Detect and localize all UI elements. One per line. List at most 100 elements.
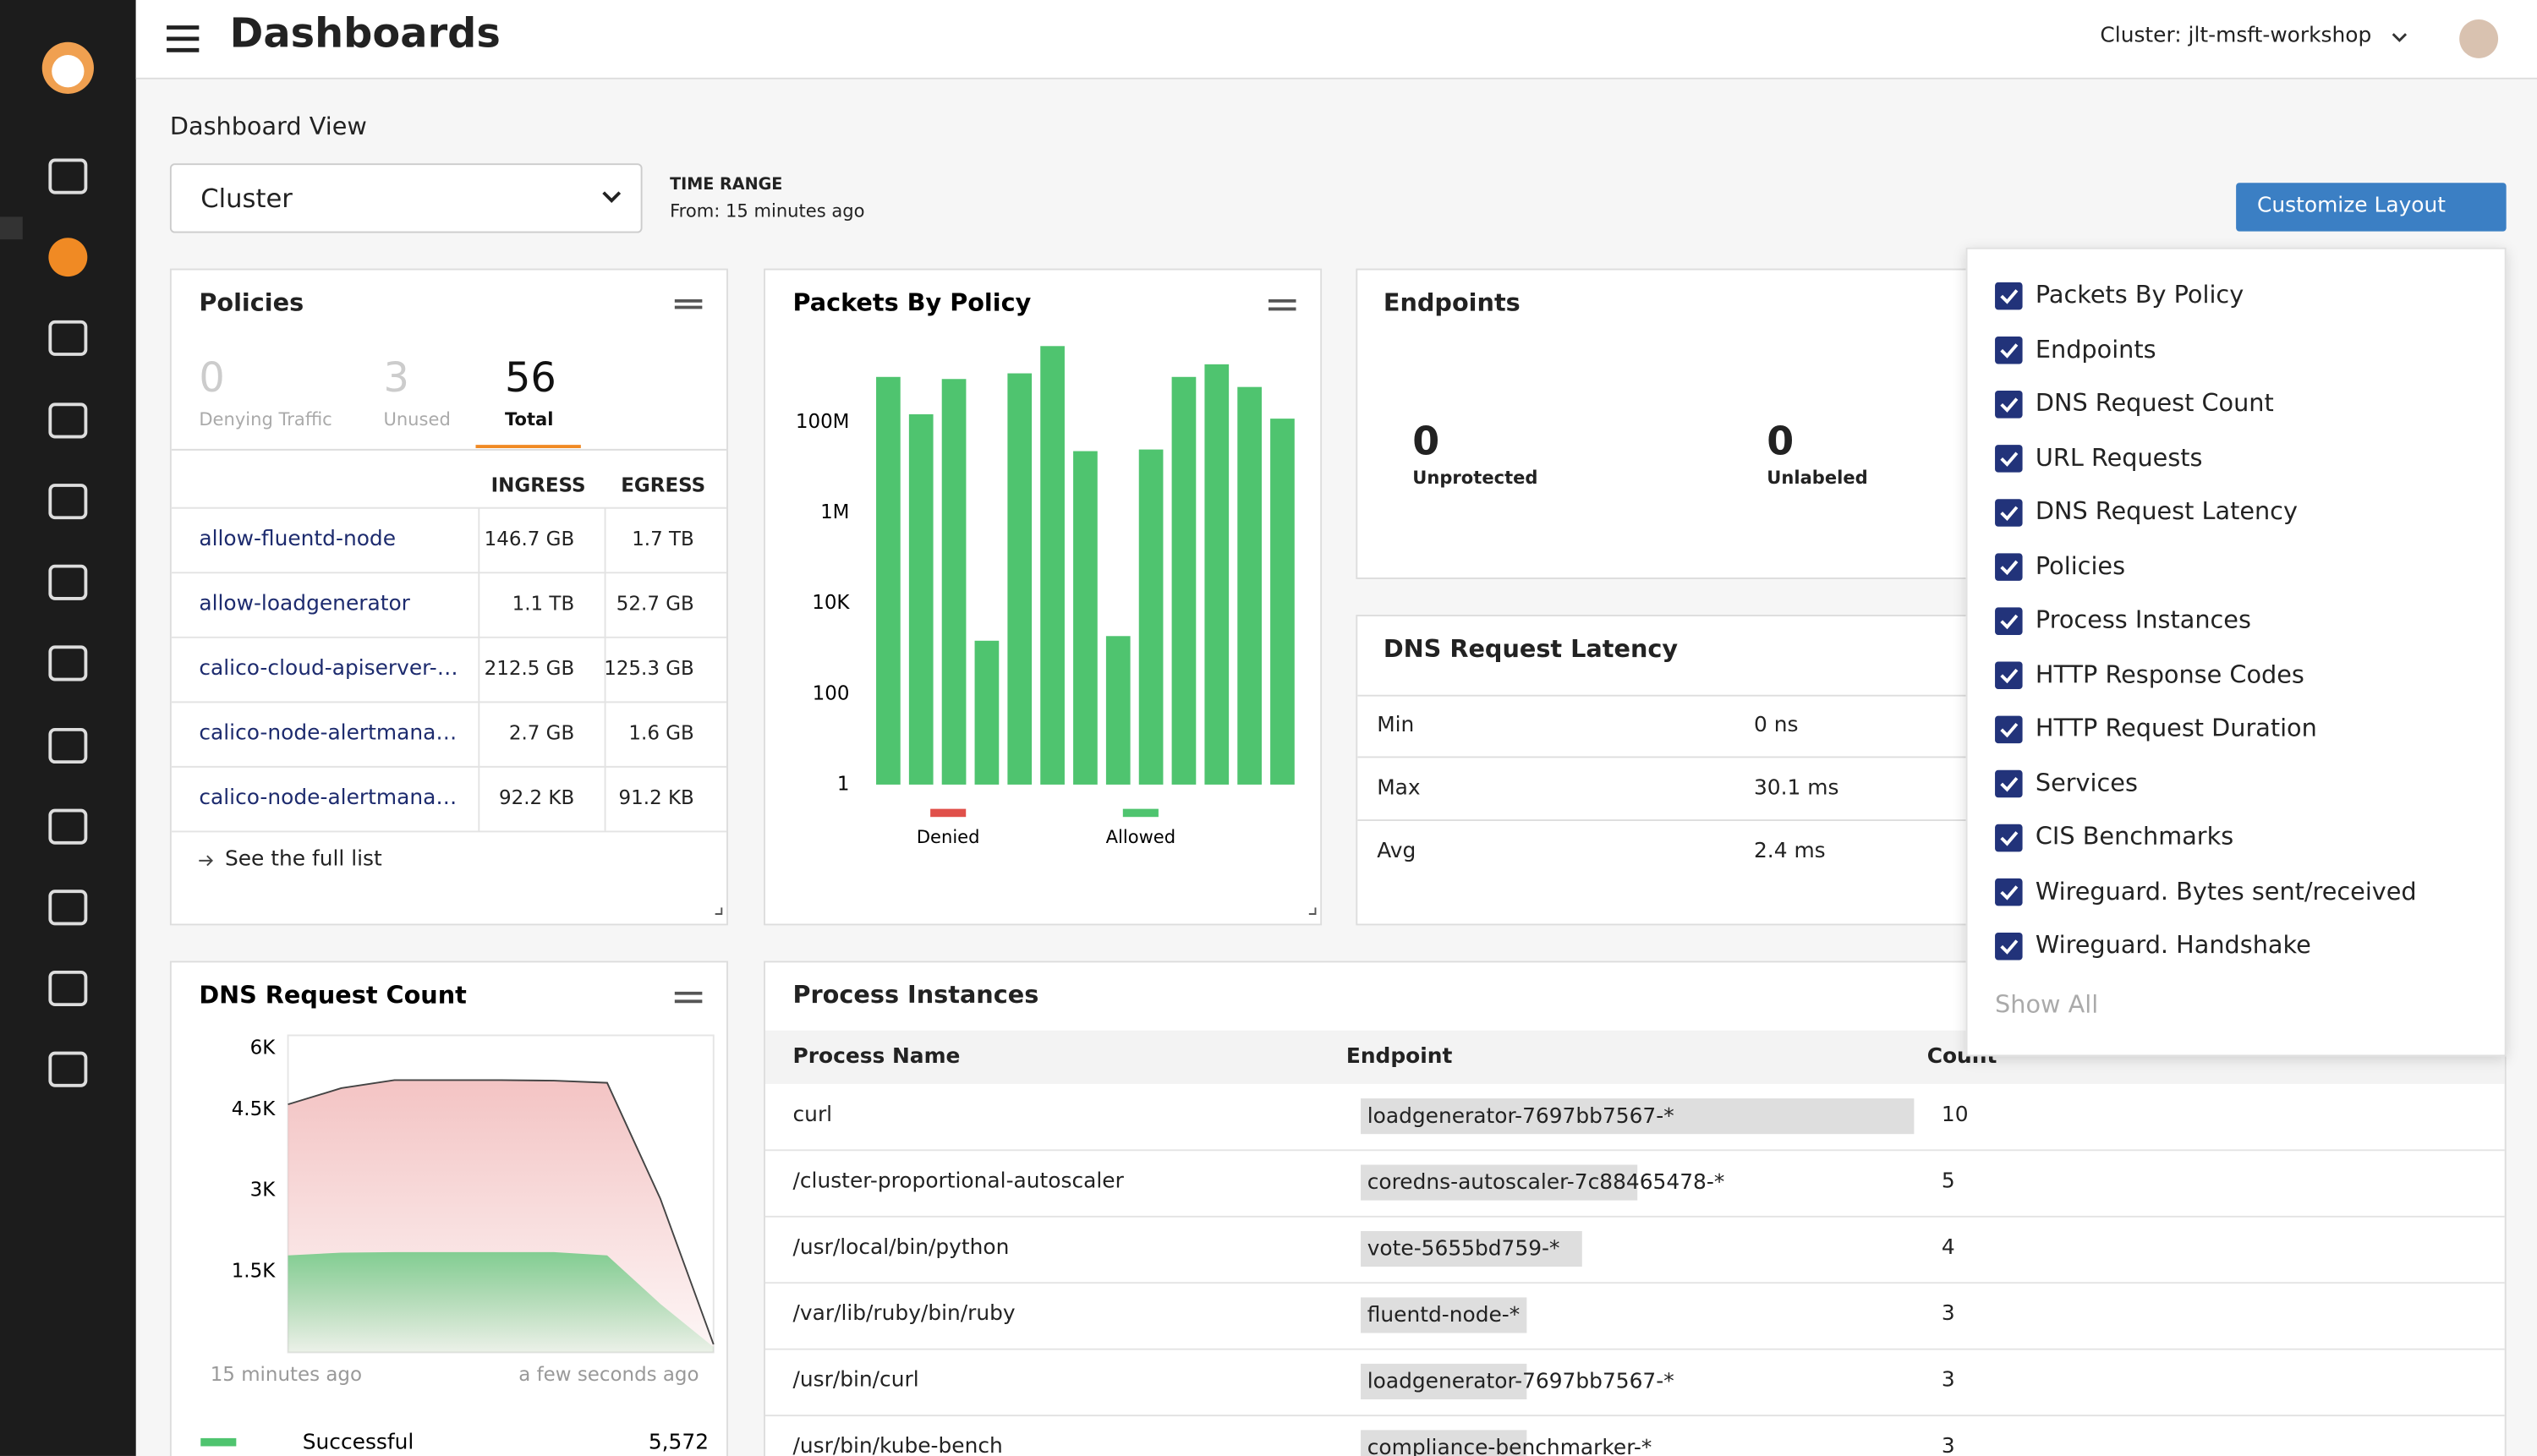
stat-label: Unlabeled bbox=[1767, 468, 1867, 489]
stat-label: Unused bbox=[383, 409, 450, 430]
nav-icon bbox=[50, 972, 85, 1004]
full-list-link[interactable]: See the full list bbox=[225, 848, 382, 873]
metric-label: Max bbox=[1377, 776, 1420, 801]
bar bbox=[1007, 374, 1032, 785]
nav-icon bbox=[50, 647, 85, 679]
stat-label: Unprotected bbox=[1412, 468, 1537, 489]
chart-title: DNS Request Count bbox=[199, 981, 467, 1010]
nav-icon bbox=[50, 404, 85, 436]
endpoint: coredns-autoscaler-7c88465478-* bbox=[1367, 1171, 1725, 1196]
egress: 1.6 GB bbox=[628, 721, 693, 744]
legend-label: Successful bbox=[303, 1430, 414, 1454]
process-name: /var/lib/ruby/bin/ruby bbox=[792, 1302, 1015, 1327]
process-name: /usr/local/bin/python bbox=[792, 1236, 1009, 1261]
layout-option[interactable]: Endpoints bbox=[2036, 334, 2156, 363]
bar bbox=[876, 377, 901, 785]
layout-option[interactable]: Packets By Policy bbox=[2036, 280, 2244, 309]
bar bbox=[942, 379, 967, 785]
packets-chart: Packets By Policy110010K1M100MDeniedAllo… bbox=[765, 271, 1322, 926]
bar bbox=[1270, 419, 1295, 785]
layout-option[interactable]: Process Instances bbox=[2036, 605, 2251, 634]
checkbox bbox=[1995, 662, 2023, 690]
layout-option[interactable]: DNS Request Count bbox=[2036, 388, 2274, 417]
cluster-selector[interactable]: Cluster: jlt-msft-workshop bbox=[2100, 25, 2371, 49]
count: 10 bbox=[1942, 1103, 1969, 1128]
policy-name[interactable]: calico-cloud-apiserver-… bbox=[199, 657, 458, 681]
count: 3 bbox=[1942, 1302, 1955, 1327]
column-header[interactable]: Process Name bbox=[792, 1045, 960, 1070]
bar bbox=[1172, 377, 1197, 785]
count: 3 bbox=[1942, 1369, 1955, 1393]
chevron bbox=[2393, 34, 2406, 41]
endpoint: loadgenerator-7697bb7567-* bbox=[1367, 1371, 1674, 1395]
layout-option[interactable]: DNS Request Latency bbox=[2036, 496, 2298, 525]
time-range[interactable]: From: 15 minutes ago bbox=[670, 200, 864, 222]
layout-option[interactable]: Wireguard. Handshake bbox=[2036, 930, 2311, 959]
checkbox bbox=[1995, 824, 2023, 852]
checkbox bbox=[1995, 879, 2023, 906]
policy-name[interactable]: calico-node-alertmana… bbox=[199, 721, 457, 746]
layout-option[interactable]: HTTP Request Duration bbox=[2036, 714, 2317, 742]
layout-option[interactable]: CIS Benchmarks bbox=[2036, 822, 2233, 851]
nav-icon bbox=[48, 238, 87, 276]
ingress: 212.5 GB bbox=[485, 657, 575, 680]
column-header: EGRESS bbox=[621, 474, 705, 497]
column-header: INGRESS bbox=[491, 474, 586, 497]
nav-icon bbox=[50, 891, 85, 923]
stat-value: 56 bbox=[505, 354, 556, 401]
bar bbox=[1073, 452, 1098, 785]
column-header[interactable]: Endpoint bbox=[1346, 1045, 1453, 1070]
stat-value: 3 bbox=[383, 354, 408, 401]
legend-total: 5,572 bbox=[649, 1430, 709, 1454]
egress: 1.7 TB bbox=[632, 528, 694, 550]
bar bbox=[909, 414, 934, 785]
sidebar-icons bbox=[0, 0, 136, 1456]
policy-name[interactable]: allow-loadgenerator bbox=[199, 592, 410, 616]
y-tick-label: 6K bbox=[250, 1037, 277, 1059]
customize-button[interactable]: Customize Layout bbox=[2236, 183, 2507, 231]
select-chevron bbox=[172, 165, 641, 231]
nav-icon bbox=[50, 811, 85, 843]
show-all[interactable]: Show All bbox=[1995, 990, 2098, 1019]
x-tick-label: a few seconds ago bbox=[518, 1364, 699, 1386]
nav-icon bbox=[50, 160, 85, 192]
dns-count-card: DNS Request Count1.5K3K4.5K6K15 minutes … bbox=[170, 961, 728, 1455]
egress: 52.7 GB bbox=[616, 592, 694, 615]
customize-button-label: Customize Layout bbox=[2257, 194, 2446, 219]
nav-active-marker bbox=[0, 216, 23, 239]
policy-name[interactable]: calico-node-alertmana… bbox=[199, 786, 457, 811]
layout-option[interactable]: HTTP Response Codes bbox=[2036, 660, 2304, 688]
view-select[interactable]: Cluster bbox=[170, 163, 643, 233]
page-title: Dashboards bbox=[230, 9, 501, 56]
ingress: 2.7 GB bbox=[509, 721, 574, 744]
policy-name[interactable]: allow-fluentd-node bbox=[199, 528, 396, 552]
checkbox bbox=[1995, 933, 2023, 961]
process-name: /cluster-proportional-autoscaler bbox=[792, 1169, 1123, 1194]
y-tick-label: 1M bbox=[820, 501, 849, 523]
checkbox bbox=[1995, 282, 2023, 310]
bar bbox=[1106, 636, 1131, 785]
x-tick-label: 15 minutes ago bbox=[211, 1364, 362, 1386]
y-tick-label: 10K bbox=[812, 592, 850, 614]
nav-icon bbox=[50, 730, 85, 762]
stat-value: 0 bbox=[1767, 419, 1794, 465]
endpoint: fluentd-node-* bbox=[1367, 1304, 1521, 1328]
y-tick-label: 100 bbox=[813, 682, 850, 704]
egress: 91.2 KB bbox=[619, 786, 694, 809]
checkbox bbox=[1995, 716, 2023, 744]
stat-label: Total bbox=[505, 409, 554, 430]
layout-option[interactable]: Policies bbox=[2036, 550, 2125, 579]
layout-menu: Packets By Policy Endpoints DNS Request Co… bbox=[1966, 248, 2507, 1057]
bar bbox=[1139, 450, 1164, 785]
legend-label: Denied bbox=[917, 826, 980, 847]
stat-value: 0 bbox=[1412, 419, 1439, 465]
layout-option[interactable]: URL Requests bbox=[2036, 442, 2203, 471]
nav-icon bbox=[50, 485, 85, 517]
avatar bbox=[2459, 19, 2498, 58]
y-tick-label: 3K bbox=[250, 1180, 277, 1201]
layout-option[interactable]: Wireguard. Bytes sent/received bbox=[2036, 876, 2417, 905]
view-label: Dashboard View bbox=[170, 112, 367, 140]
layout-option[interactable]: Services bbox=[2036, 768, 2138, 796]
